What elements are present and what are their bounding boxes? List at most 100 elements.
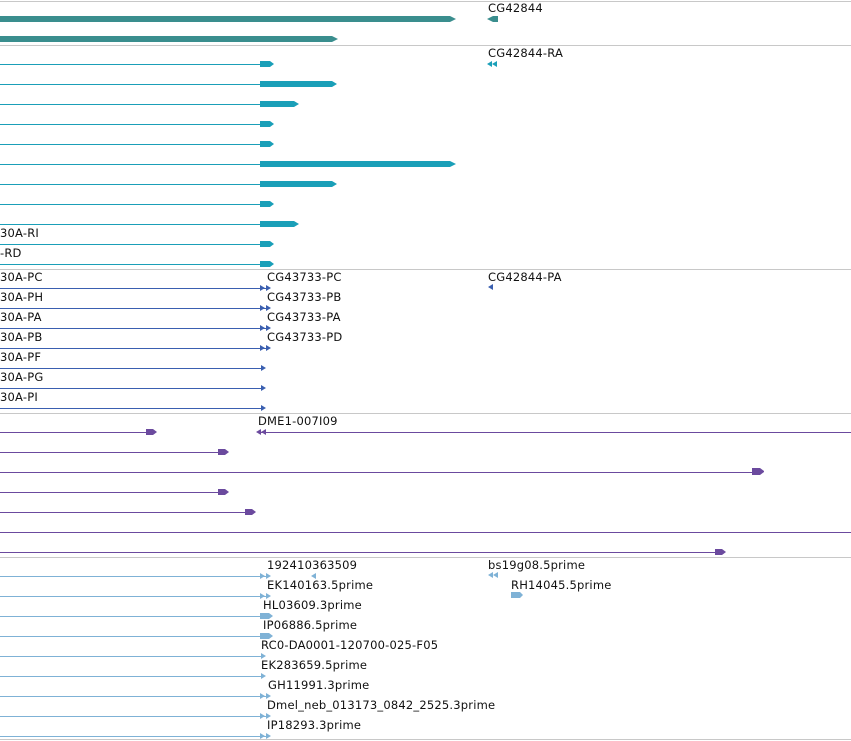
est-arrow[interactable] [261, 653, 269, 661]
est-arrow[interactable] [261, 673, 269, 681]
est-line [0, 736, 268, 737]
mrna-label: 30A-RI [0, 226, 39, 240]
clone-feature[interactable] [146, 429, 160, 437]
protein-arrow[interactable] [260, 305, 274, 313]
est-line [0, 636, 268, 637]
protein-arrow[interactable] [261, 405, 269, 413]
mrna-feature[interactable] [260, 200, 276, 210]
mrna-feature-cg42844-ra[interactable] [487, 59, 501, 69]
est-feature[interactable] [260, 612, 276, 620]
mrna-feature[interactable] [260, 80, 340, 90]
protein-line [0, 308, 268, 309]
mrna-intron-line [0, 144, 262, 145]
clone-line [0, 432, 150, 433]
clone-line [0, 512, 248, 513]
est-label: Dmel_neb_013173_0842_2525.3prime [267, 698, 496, 712]
clone-feature-dme1-007i09[interactable] [256, 429, 270, 437]
est-feature[interactable] [260, 632, 276, 640]
mrna-label: CG42844-RA [488, 46, 564, 60]
est-arrow[interactable] [260, 593, 274, 601]
protein-label: 30A-PI [0, 390, 38, 404]
gene-label: CG42844 [488, 1, 543, 15]
protein-line [0, 368, 264, 369]
clone-feature[interactable] [245, 509, 259, 517]
est-line [0, 616, 268, 617]
track-separator-gene-mrna [0, 45, 851, 46]
protein-line [0, 328, 268, 329]
protein-line [0, 348, 268, 349]
est-label: IP06886.5prime [263, 618, 358, 632]
track-separator-protein-clone [0, 413, 851, 414]
protein-label: CG43733-PB [267, 290, 342, 304]
mrna-feature[interactable] [260, 160, 460, 170]
protein-arrow[interactable] [260, 285, 274, 293]
protein-line [0, 388, 264, 389]
est-arrow[interactable] [311, 573, 319, 581]
est-label: EK283659.5prime [261, 658, 368, 672]
protein-arrow[interactable] [260, 345, 274, 353]
clone-feature[interactable] [715, 549, 729, 557]
clone-feature[interactable] [218, 489, 232, 497]
est-line [0, 696, 268, 697]
est-line [0, 576, 268, 577]
mrna-intron-line [0, 124, 262, 125]
mrna-intron-line [0, 184, 262, 185]
protein-label: CG43733-PA [267, 310, 341, 324]
protein-label: CG43733-PC [267, 270, 342, 284]
mrna-intron-line [0, 204, 262, 205]
est-arrow[interactable] [260, 713, 274, 721]
track-separator-clone-est [0, 557, 851, 558]
clone-feature[interactable] [752, 468, 766, 476]
protein-label: 30A-PF [0, 350, 42, 364]
clone-feature[interactable] [218, 449, 232, 457]
track-separator-bottom [0, 739, 851, 740]
protein-line [0, 408, 264, 409]
protein-arrow[interactable] [261, 365, 269, 373]
mrna-feature[interactable] [260, 120, 276, 130]
est-arrow[interactable] [260, 733, 274, 741]
mrna-intron-line [0, 84, 262, 85]
est-label: bs19g08.5prime [488, 558, 586, 572]
mrna-feature[interactable] [260, 220, 302, 230]
est-label: EK140163.5prime [267, 578, 374, 592]
gene-feature-cg42844[interactable] [487, 14, 499, 24]
est-label: RH14045.5prime [511, 578, 612, 592]
protein-label: CG42844-PA [488, 270, 562, 284]
protein-arrow-cg42844-pa[interactable] [488, 284, 496, 292]
mrna-feature[interactable] [260, 140, 276, 150]
mrna-feature[interactable] [260, 260, 276, 270]
mrna-intron-line [0, 244, 262, 245]
est-label: IP18293.3prime [267, 718, 362, 732]
est-arrow[interactable] [260, 573, 274, 581]
est-line [0, 676, 264, 677]
mrna-feature[interactable] [260, 240, 276, 250]
mrna-feature[interactable] [260, 60, 276, 70]
est-arrow-bs19g08[interactable] [488, 572, 502, 580]
est-label: GH11991.3prime [268, 678, 370, 692]
clone-line [0, 552, 718, 553]
track-separator-top [0, 1, 851, 2]
mrna-intron-line [0, 164, 262, 165]
protein-arrow[interactable] [260, 325, 274, 333]
mrna-intron-line [0, 64, 262, 65]
mrna-intron-line [0, 104, 262, 105]
mrna-feature[interactable] [260, 180, 340, 190]
clone-line [0, 492, 222, 493]
protein-label: 30A-PC [0, 270, 43, 284]
protein-label: CG43733-PD [267, 330, 343, 344]
mrna-intron-line [0, 264, 262, 265]
est-line [0, 656, 264, 657]
gene-feature[interactable] [0, 14, 460, 24]
protein-label: 30A-PB [0, 330, 43, 344]
est-arrow[interactable] [260, 693, 274, 701]
est-feature-rh14045[interactable] [511, 592, 525, 600]
mrna-feature[interactable] [260, 100, 302, 110]
gene-feature[interactable] [0, 34, 342, 44]
clone-line [0, 472, 757, 473]
est-line [0, 716, 268, 717]
clone-label: DME1-007I09 [258, 414, 338, 428]
est-label: RC0-DA0001-120700-025-F05 [261, 638, 439, 652]
protein-arrow[interactable] [261, 385, 269, 393]
clone-line [0, 452, 222, 453]
